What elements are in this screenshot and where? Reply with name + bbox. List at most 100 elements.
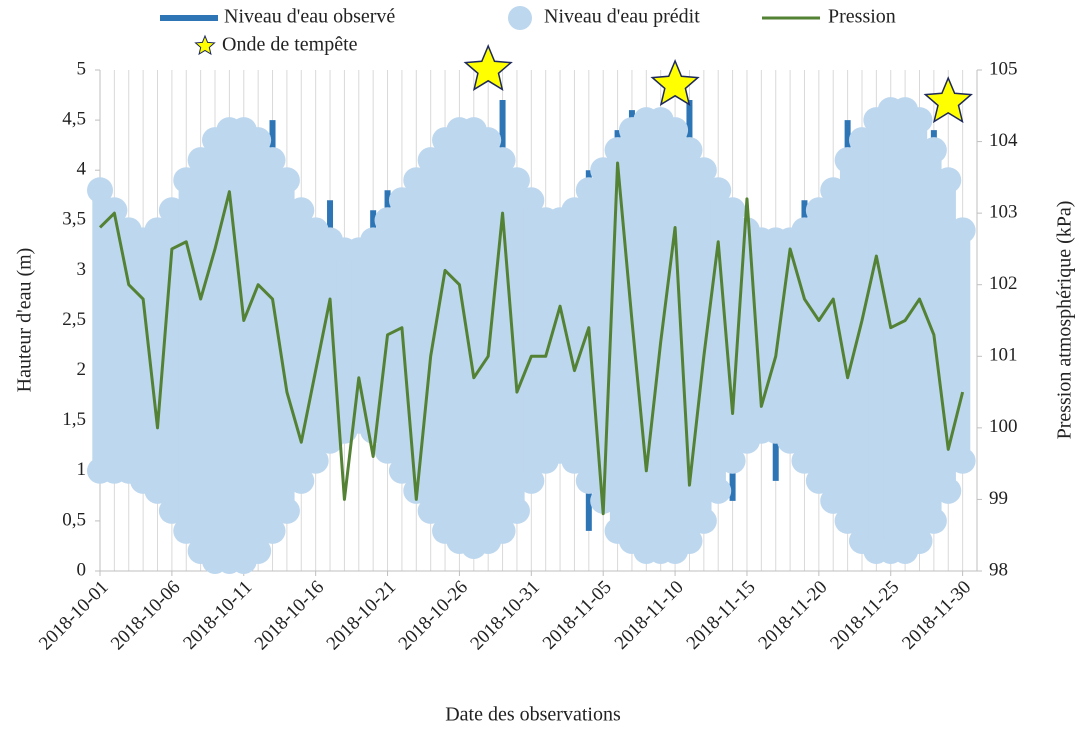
predicted-band [796,230,813,461]
y2-tick-label: 104 [989,130,1018,151]
predicted-band [365,240,381,431]
predicted-band [911,120,928,541]
predicted-low [906,527,933,554]
legend-label: Pression [828,6,896,28]
predicted-band [782,240,798,441]
predicted-low [719,447,746,474]
predicted-band [250,140,266,551]
predicted-low [575,467,602,494]
predicted-high [906,107,933,134]
predicted-low [690,507,717,534]
x-tick-label: 2018-10-06 [107,577,185,655]
x-tick-label: 2018-10-16 [251,577,329,655]
x-tick-label: 2018-11-25 [826,577,903,654]
predicted-band [638,120,655,551]
predicted-low [374,437,401,464]
predicted-high [288,197,315,224]
storm-star [650,59,700,106]
y2-tick-label: 98 [989,559,1008,580]
predicted-high [676,137,703,164]
y2-axis-title: Pression atmosphérique (kPa) [1054,201,1076,440]
predicted-high [690,157,717,184]
predicted-band [437,140,453,531]
x-tick-label: 2018-10-31 [466,577,544,655]
predicted-band [839,160,856,521]
predicted-low [417,497,444,524]
predicted-band [509,180,525,511]
predicted-high [503,167,530,194]
y-tick-label: 4 [77,159,87,180]
y-tick-label: 1,5 [62,409,86,430]
predicted-band [552,220,568,451]
y-tick-label: 3 [77,259,87,280]
y2-tick-label: 103 [989,202,1018,223]
predicted-high [158,197,185,224]
predicted-band [307,230,324,461]
predicted-low [259,517,286,544]
predicted-high [87,177,113,204]
x-tick-label: 2018-11-20 [754,577,831,654]
predicted-band [92,190,108,471]
predicted-low [705,477,732,504]
predicted-low [173,517,200,544]
predicted-high [820,177,847,204]
predicted-high [590,157,617,184]
predicted-band [149,230,166,491]
y-tick-label: 5 [77,58,87,79]
predicted-band [192,160,209,551]
predicted-high [475,127,502,154]
predicted-band [854,140,870,541]
predicted-band [825,190,841,501]
y-tick-label: 0 [77,559,87,580]
predicted-band [264,160,281,531]
predicted-low [561,447,588,474]
predicted-high [705,177,732,204]
predicted-band [768,240,784,431]
predicted-high [848,127,875,154]
legend-label: Niveau d'eau observé [224,6,395,28]
predicted-high [604,137,631,164]
predicted-high [575,177,602,204]
predicted-band [724,210,741,461]
legend-label: Onde de tempête [222,34,358,56]
legend-label: Niveau d'eau prédit [544,6,700,28]
predicted-band [753,240,770,431]
y2-tick-label: 102 [989,273,1018,294]
predicted-band [710,190,726,491]
predicted-band [135,240,151,481]
predicted-low [676,527,703,554]
predicted-low [791,447,818,474]
x-tick-label: 2018-11-10 [611,577,688,654]
predicted-high [417,147,444,174]
predicted-high [719,197,746,224]
predicted-high [834,147,861,174]
y2-tick-label: 101 [989,345,1018,366]
predicted-band [236,130,252,561]
predicted-band [121,230,137,471]
predicted-band [883,110,899,551]
y2-tick-label: 100 [989,416,1018,437]
x-tick-label: 2018-10-26 [395,577,473,655]
y2-tick-label: 99 [989,488,1008,509]
storm-star [463,44,513,91]
legend-swatch [508,6,532,30]
predicted-high [388,187,415,214]
predicted-high [935,167,962,194]
predicted-high [245,127,272,154]
predicted-band [523,200,539,481]
predicted-band [178,180,194,531]
predicted-band [667,130,683,551]
predicted-low [820,487,847,514]
predicted-band [207,140,223,561]
x-axis-title: Date des observations [445,704,621,726]
x-tick-label: 2018-11-15 [683,577,760,654]
predicted-high [144,217,171,244]
predicted-band [279,180,295,511]
y-tick-label: 1 [77,459,87,480]
predicted-band [466,130,482,546]
x-tick-label: 2018-10-01 [35,577,113,655]
predicted-band [538,220,554,461]
y-axis-title: Hauteur d'eau (m) [14,248,36,393]
predicted-low [805,467,832,494]
